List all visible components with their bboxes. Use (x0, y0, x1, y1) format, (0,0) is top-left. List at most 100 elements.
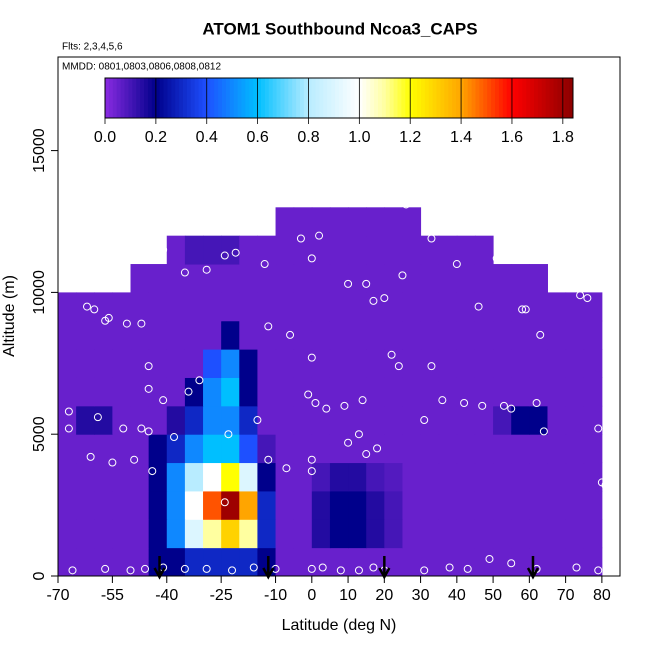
colorbar-band (237, 78, 242, 118)
colorbar-band (436, 78, 441, 118)
colorbar-band (124, 78, 129, 118)
colorbar-band (335, 78, 340, 118)
cell (474, 490, 494, 520)
cell (203, 519, 222, 549)
cell (275, 547, 295, 577)
cell (329, 462, 349, 492)
cell (203, 462, 222, 492)
colorbar-band (374, 78, 379, 118)
cell (348, 264, 367, 293)
sample-point (340, 401, 349, 410)
cell (511, 434, 530, 464)
cell (565, 405, 585, 435)
y-tick-label: 5000 (31, 416, 48, 452)
colorbar-band (147, 78, 153, 118)
cell (474, 235, 494, 265)
cell (493, 264, 512, 293)
cell (402, 349, 422, 378)
sample-point (315, 231, 324, 240)
cell (94, 490, 113, 520)
cell (311, 292, 331, 322)
cell (221, 434, 240, 464)
cell (529, 462, 548, 492)
cell (493, 462, 512, 492)
sample-point (583, 294, 592, 303)
sample-point (311, 399, 320, 407)
cell (148, 434, 168, 464)
cell (239, 519, 258, 549)
cell (511, 320, 530, 350)
cell (293, 462, 313, 492)
cell (529, 434, 548, 464)
colorbar-band (163, 78, 168, 118)
colorbar-band (120, 78, 125, 118)
sample-point (264, 322, 273, 331)
colorbar-band (151, 78, 157, 118)
cell (565, 377, 585, 407)
cell (94, 462, 113, 492)
cell (257, 490, 277, 520)
sample-point (224, 430, 233, 439)
y-tick-label: 0 (31, 571, 48, 580)
colorbar-band (502, 78, 508, 118)
cell (420, 320, 440, 350)
sample-point (518, 305, 527, 314)
cell (184, 462, 204, 492)
sample-point (148, 467, 157, 476)
colorbar-band (307, 78, 313, 118)
colorbar-band (467, 78, 473, 118)
sample-point (104, 313, 113, 322)
sample-point (108, 458, 117, 467)
cell (275, 349, 295, 378)
cell (221, 320, 240, 350)
cell (420, 462, 440, 492)
cell (76, 462, 95, 492)
cell (311, 519, 331, 549)
colorbar-band (112, 78, 118, 118)
cell (547, 519, 567, 549)
cell (239, 349, 258, 378)
colorbar-band (424, 78, 430, 118)
cell (511, 264, 530, 293)
sample-point (260, 260, 269, 269)
cell (58, 519, 77, 549)
colorbar-band (319, 78, 324, 118)
cell (420, 235, 440, 265)
sample-point (576, 291, 585, 300)
sample-point (373, 444, 382, 453)
sample-point (220, 498, 229, 507)
cell (329, 519, 349, 549)
colorbar-band (358, 78, 363, 118)
cell (311, 207, 331, 237)
colorbar-tick-label: 0.6 (246, 129, 268, 146)
colorbar-band (452, 78, 457, 118)
cell (112, 519, 132, 549)
sample-point (307, 564, 316, 573)
cell (565, 434, 585, 464)
colorbar-band (327, 78, 332, 118)
x-tick-label: 50 (484, 587, 502, 604)
cell (384, 434, 403, 464)
cell (148, 292, 168, 322)
x-tick-label: -55 (101, 587, 124, 604)
cell (76, 377, 95, 407)
sample-point (68, 282, 77, 291)
sample-point (336, 566, 345, 575)
x-tick-label: 80 (593, 587, 611, 604)
sample-point (322, 404, 331, 413)
colorbar-band (225, 78, 231, 118)
x-tick-label: -10 (264, 587, 287, 604)
cell (166, 377, 186, 407)
colorbar-band (339, 78, 344, 118)
cell (275, 377, 295, 407)
cell (366, 462, 385, 492)
cell (384, 320, 403, 350)
colorbar-band (413, 78, 418, 118)
colorbar-band (498, 78, 504, 118)
sample-point (144, 362, 153, 371)
cell (166, 264, 186, 293)
cell (583, 405, 603, 435)
cell (402, 490, 422, 520)
colorbar-band (475, 78, 480, 118)
cell (311, 462, 331, 492)
